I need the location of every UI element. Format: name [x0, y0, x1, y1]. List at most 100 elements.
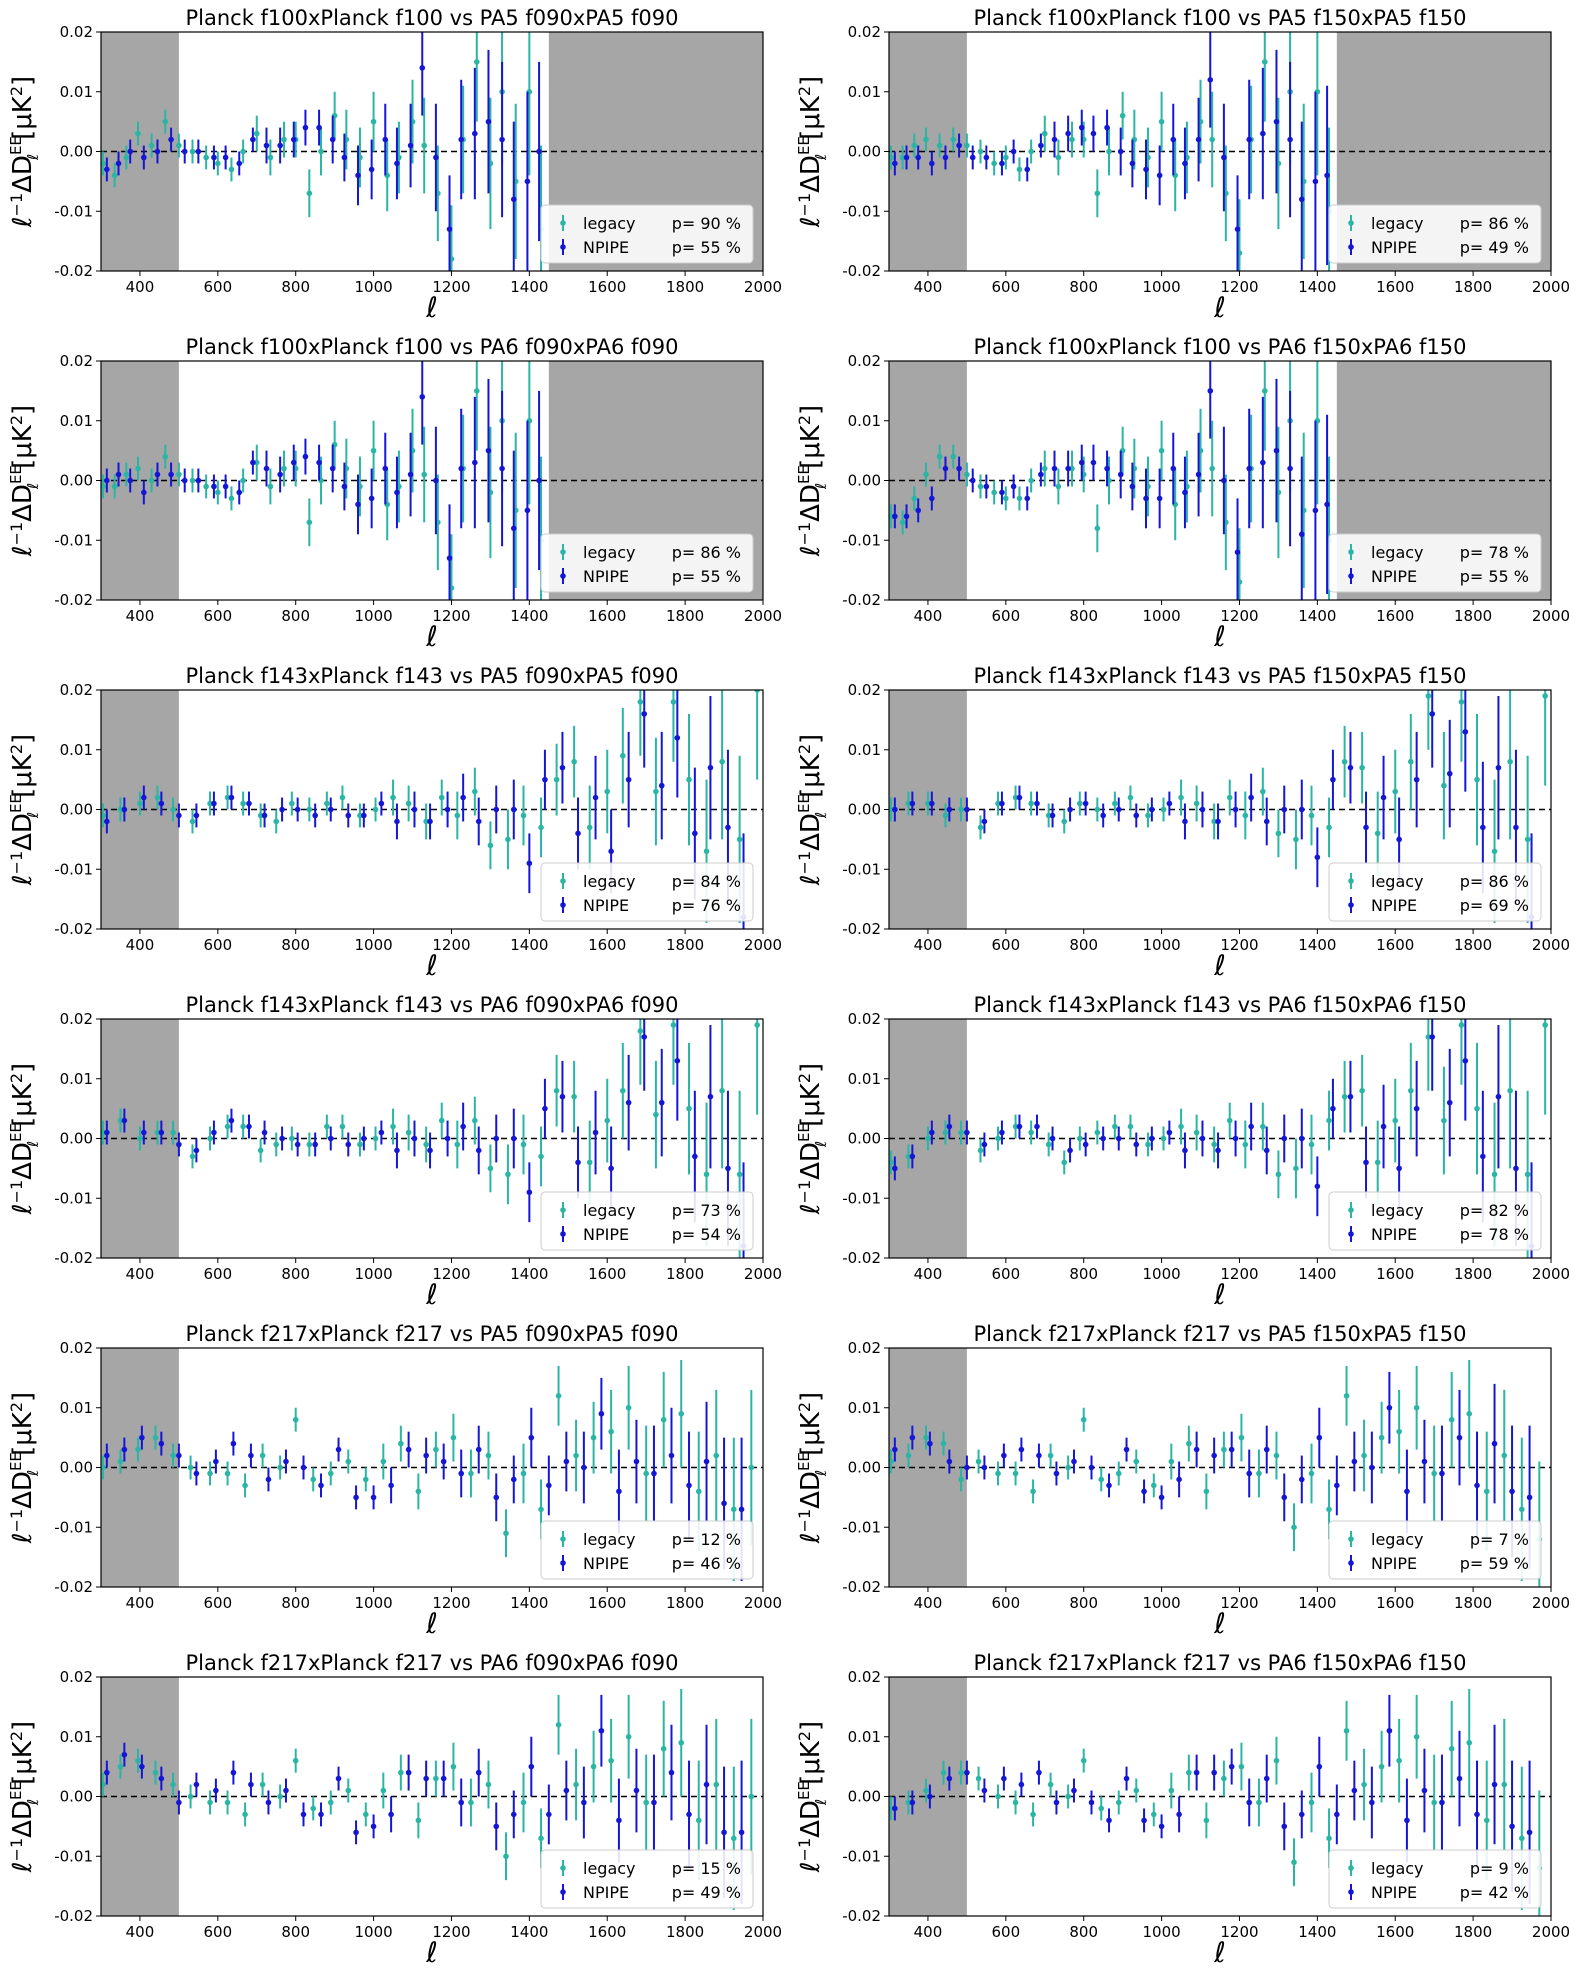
legacy-point	[1524, 1171, 1531, 1178]
npipe-point	[361, 1135, 367, 1142]
legacy-point	[339, 1123, 346, 1130]
npipe-point	[1263, 1147, 1270, 1154]
y-axis-label: ℓ−1ΔDEEℓ[μK2]	[7, 1721, 42, 1873]
y-axis-label-part: ℓ	[8, 545, 38, 557]
npipe-point	[1051, 465, 1058, 472]
legend-label-npipe: NPIPE	[583, 238, 629, 257]
npipe-point	[355, 501, 361, 508]
npipe-point	[141, 489, 147, 496]
legend-marker-npipe	[1348, 573, 1354, 579]
legacy-point	[1028, 148, 1034, 155]
legacy-point	[398, 1440, 404, 1447]
legacy-point	[292, 1416, 299, 1423]
y-axis-label-part: ΔD	[796, 1142, 826, 1180]
npipe-point	[277, 471, 283, 478]
x-tick-label: 1600	[588, 936, 626, 954]
y-tick-label: 0.02	[60, 1339, 93, 1357]
npipe-point	[929, 1129, 935, 1136]
legacy-point	[259, 1452, 266, 1459]
npipe-point	[193, 1781, 200, 1788]
legacy-point	[170, 1781, 176, 1788]
x-tick-label: 1600	[1376, 1265, 1414, 1283]
legacy-point	[1016, 495, 1023, 502]
y-axis-label-part: ΔD	[796, 813, 826, 851]
npipe-point	[370, 1494, 377, 1501]
npipe-point	[388, 1482, 394, 1489]
y-tick-label: 0.00	[60, 472, 93, 490]
npipe-point	[536, 148, 542, 155]
legend-marker-legacy	[1348, 1536, 1354, 1542]
legacy-point	[372, 1135, 379, 1142]
y-tick-label: 0.00	[848, 1130, 881, 1148]
legend-label-legacy: legacy	[583, 1859, 636, 1878]
legacy-point	[1361, 1452, 1367, 1459]
x-tick-label: 1600	[588, 278, 626, 296]
legacy-point	[240, 800, 246, 807]
y-axis-label-part: ]	[796, 76, 826, 86]
legacy-point	[1106, 148, 1112, 155]
legend-pvalue-legacy: p= 90 %	[672, 214, 741, 233]
legend-box	[1328, 1520, 1542, 1580]
npipe-point	[263, 465, 270, 472]
npipe-point	[1369, 1799, 1375, 1806]
npipe-point	[674, 735, 681, 741]
npipe-point	[195, 148, 202, 155]
npipe-point	[608, 848, 614, 855]
legend-marker-npipe	[560, 1889, 566, 1895]
y-axis-label-part: [μK	[8, 1082, 38, 1127]
npipe-point	[1193, 1446, 1200, 1453]
npipe-point	[1141, 1817, 1147, 1824]
npipe-point	[1316, 1434, 1323, 1441]
npipe-point	[969, 477, 976, 484]
y-tick-label: 0.00	[848, 472, 881, 490]
legend-label-legacy: legacy	[1371, 1859, 1424, 1878]
npipe-point	[707, 1093, 714, 1100]
y-tick-label: 0.00	[848, 1459, 881, 1477]
legacy-point	[438, 794, 445, 801]
legacy-point	[1425, 1034, 1432, 1040]
y-tick-label: 0.02	[848, 352, 881, 370]
panel-title: Planck f217xPlanck f217 vs PA5 f090xPA5 …	[185, 1322, 678, 1346]
npipe-point	[1024, 166, 1031, 173]
npipe-point	[563, 1458, 570, 1465]
panel-title: Planck f100xPlanck f100 vs PA6 f150xPA6 …	[973, 335, 1466, 359]
legacy-point	[1507, 758, 1513, 765]
npipe-point	[692, 1153, 698, 1160]
legacy-point	[995, 1135, 1001, 1142]
npipe-point	[290, 136, 297, 143]
legacy-point	[1396, 1757, 1402, 1764]
legacy-point	[1507, 1087, 1513, 1094]
npipe-point	[458, 1799, 465, 1806]
npipe-point	[929, 160, 935, 167]
npipe-point	[211, 800, 217, 807]
npipe-point	[999, 1129, 1005, 1136]
npipe-point	[499, 136, 505, 143]
y-tick-label: 0.01	[60, 741, 93, 759]
npipe-point	[139, 1763, 145, 1770]
npipe-point	[302, 453, 309, 460]
npipe-point	[265, 1476, 272, 1483]
legend-marker-npipe	[1348, 902, 1354, 908]
legend-box	[1328, 1849, 1542, 1909]
legacy-point	[754, 690, 760, 693]
y-tick-label: 0.00	[848, 801, 881, 819]
npipe-point	[1509, 1488, 1515, 1495]
legacy-point	[1209, 465, 1216, 472]
legacy-point	[1221, 1446, 1227, 1453]
npipe-point	[388, 1811, 394, 1818]
npipe-point	[493, 806, 500, 813]
legacy-point	[1047, 1452, 1054, 1459]
legend: legacy p= 9 % NPIPE p= 42 %	[1328, 1849, 1542, 1909]
y-tick-label: -0.01	[842, 531, 881, 549]
legacy-point	[553, 776, 560, 783]
legacy-point	[1308, 812, 1315, 819]
data-layer	[889, 32, 1332, 271]
npipe-point	[575, 830, 581, 837]
npipe-point	[302, 124, 309, 131]
npipe-point	[213, 1787, 219, 1794]
legacy-point	[152, 1769, 159, 1776]
legend-label-npipe: NPIPE	[1371, 896, 1417, 915]
legacy-point	[1030, 1811, 1036, 1818]
legacy-point	[472, 1117, 478, 1124]
y-tick-label: -0.01	[54, 860, 93, 878]
